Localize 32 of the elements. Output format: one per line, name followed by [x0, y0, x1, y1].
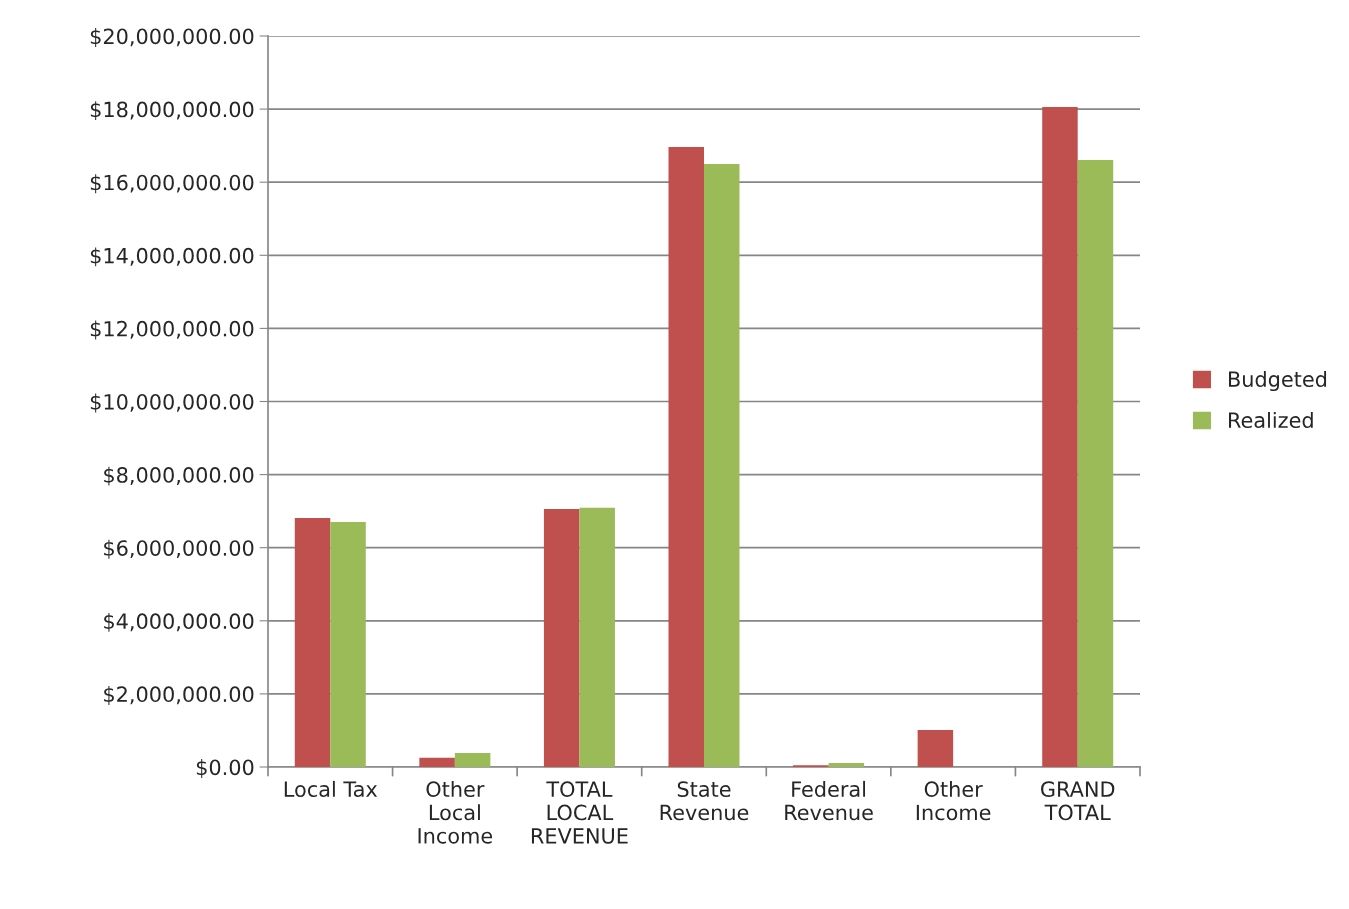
y-tick-label: $8,000,000.00	[104, 466, 254, 486]
bar	[668, 147, 704, 767]
x-tick-label: Local Tax	[284, 780, 378, 798]
bar	[579, 507, 615, 767]
bar	[543, 508, 580, 767]
y-tick-label: $6,000,000.00	[104, 539, 254, 559]
legend-label: Realized	[1229, 411, 1313, 429]
y-tick-label: $18,000,000.00	[90, 101, 254, 121]
y-tick-label: $12,000,000.00	[90, 320, 254, 340]
bar	[294, 518, 331, 767]
x-tick-label: Other Local Income	[418, 780, 493, 844]
y-tick-label: $2,000,000.00	[104, 685, 254, 705]
y-tick-label: $16,000,000.00	[90, 174, 254, 194]
bar	[828, 762, 865, 767]
legend-label: Budgeted	[1229, 370, 1327, 392]
bar	[704, 163, 740, 767]
x-tick-label: State Revenue	[660, 781, 749, 821]
x-tick-label: Federal Revenue	[785, 780, 873, 821]
bar	[1042, 106, 1078, 767]
bar	[419, 757, 455, 767]
y-tick-label: $0.00	[196, 759, 254, 778]
y-tick-label: $10,000,000.00	[90, 393, 254, 413]
bar	[454, 753, 491, 767]
y-tick-label: $20,000,000.00	[90, 28, 254, 47]
x-tick-label: Other Income	[916, 780, 991, 821]
bar	[1077, 159, 1114, 767]
bar	[917, 730, 954, 767]
bar	[330, 522, 366, 767]
x-tick-label: GRAND TOTAL	[1041, 781, 1115, 821]
y-tick-label: $4,000,000.00	[104, 612, 254, 632]
y-tick-label: $14,000,000.00	[90, 247, 254, 267]
x-tick-label: TOTAL LOCAL REVENUE	[531, 781, 628, 844]
